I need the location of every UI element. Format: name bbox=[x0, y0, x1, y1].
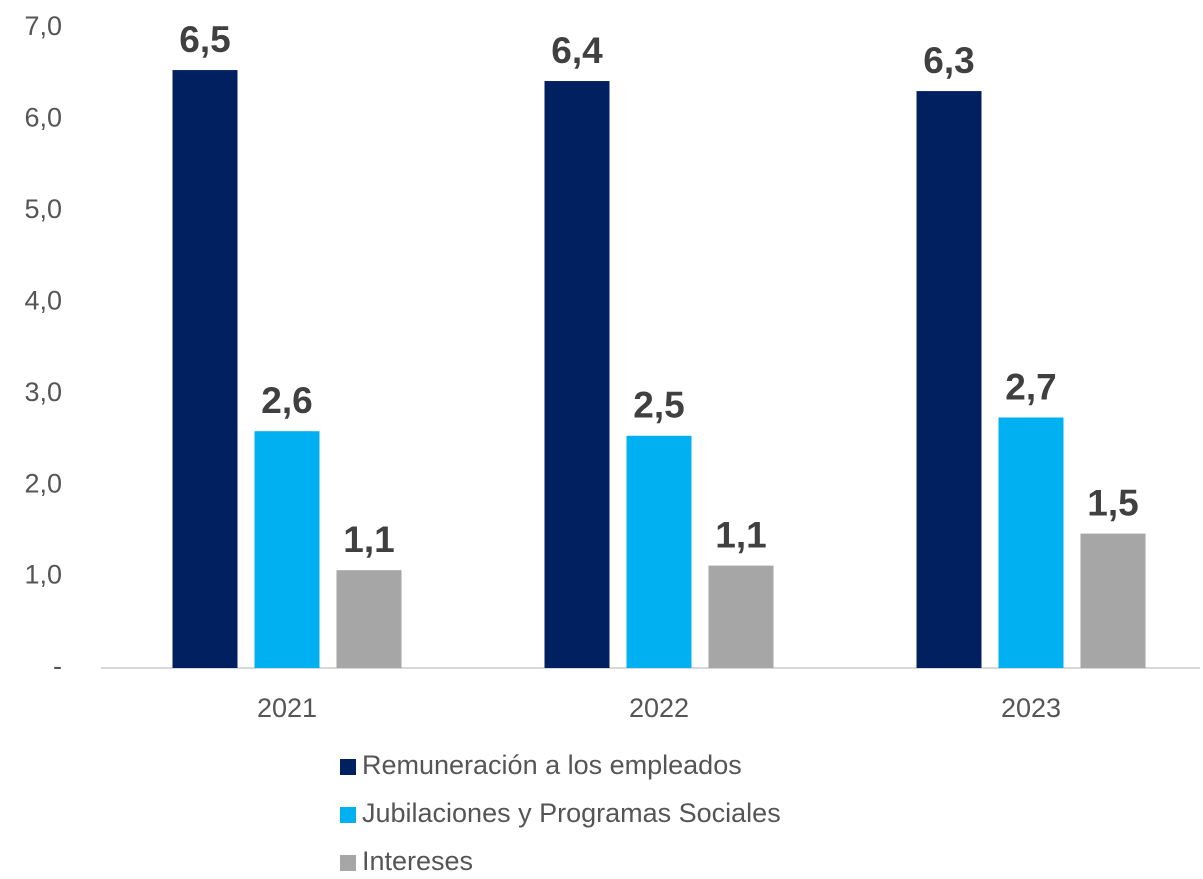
bar bbox=[172, 70, 238, 669]
bar bbox=[336, 570, 402, 668]
legend-swatch bbox=[340, 855, 356, 871]
value-label: 2,7 bbox=[1005, 366, 1056, 407]
value-label: 1,1 bbox=[343, 519, 394, 560]
value-label: 6,3 bbox=[923, 40, 974, 81]
y-tick-label: 1,0 bbox=[24, 560, 62, 590]
bar bbox=[708, 565, 774, 668]
value-label: 1,5 bbox=[1087, 482, 1138, 523]
y-tick-label: - bbox=[53, 651, 62, 681]
y-tick-label: 7,0 bbox=[24, 11, 62, 41]
bar bbox=[998, 417, 1064, 668]
value-label: 6,5 bbox=[179, 19, 230, 60]
bar bbox=[626, 435, 692, 668]
bar bbox=[254, 431, 320, 668]
value-label: 2,5 bbox=[633, 385, 684, 426]
x-tick-label: 2023 bbox=[1001, 693, 1061, 723]
value-label: 6,4 bbox=[551, 30, 603, 71]
y-tick-label: 6,0 bbox=[24, 103, 62, 133]
y-tick-label: 4,0 bbox=[24, 285, 62, 315]
legend-label: Intereses bbox=[362, 846, 473, 876]
value-label: 2,6 bbox=[261, 380, 312, 421]
y-tick-label: 2,0 bbox=[24, 468, 62, 498]
x-tick-label: 2022 bbox=[629, 693, 689, 723]
legend-label: Remuneración a los empleados bbox=[362, 750, 742, 780]
legend-label: Jubilaciones y Programas Sociales bbox=[362, 798, 781, 828]
y-tick-label: 3,0 bbox=[24, 377, 62, 407]
bar bbox=[1080, 533, 1146, 668]
value-label: 1,1 bbox=[715, 514, 766, 555]
legend-swatch bbox=[340, 807, 356, 823]
y-tick-label: 5,0 bbox=[24, 194, 62, 224]
x-tick-label: 2021 bbox=[257, 693, 317, 723]
bar bbox=[916, 91, 982, 669]
legend-swatch bbox=[340, 759, 356, 775]
bar bbox=[544, 81, 610, 669]
